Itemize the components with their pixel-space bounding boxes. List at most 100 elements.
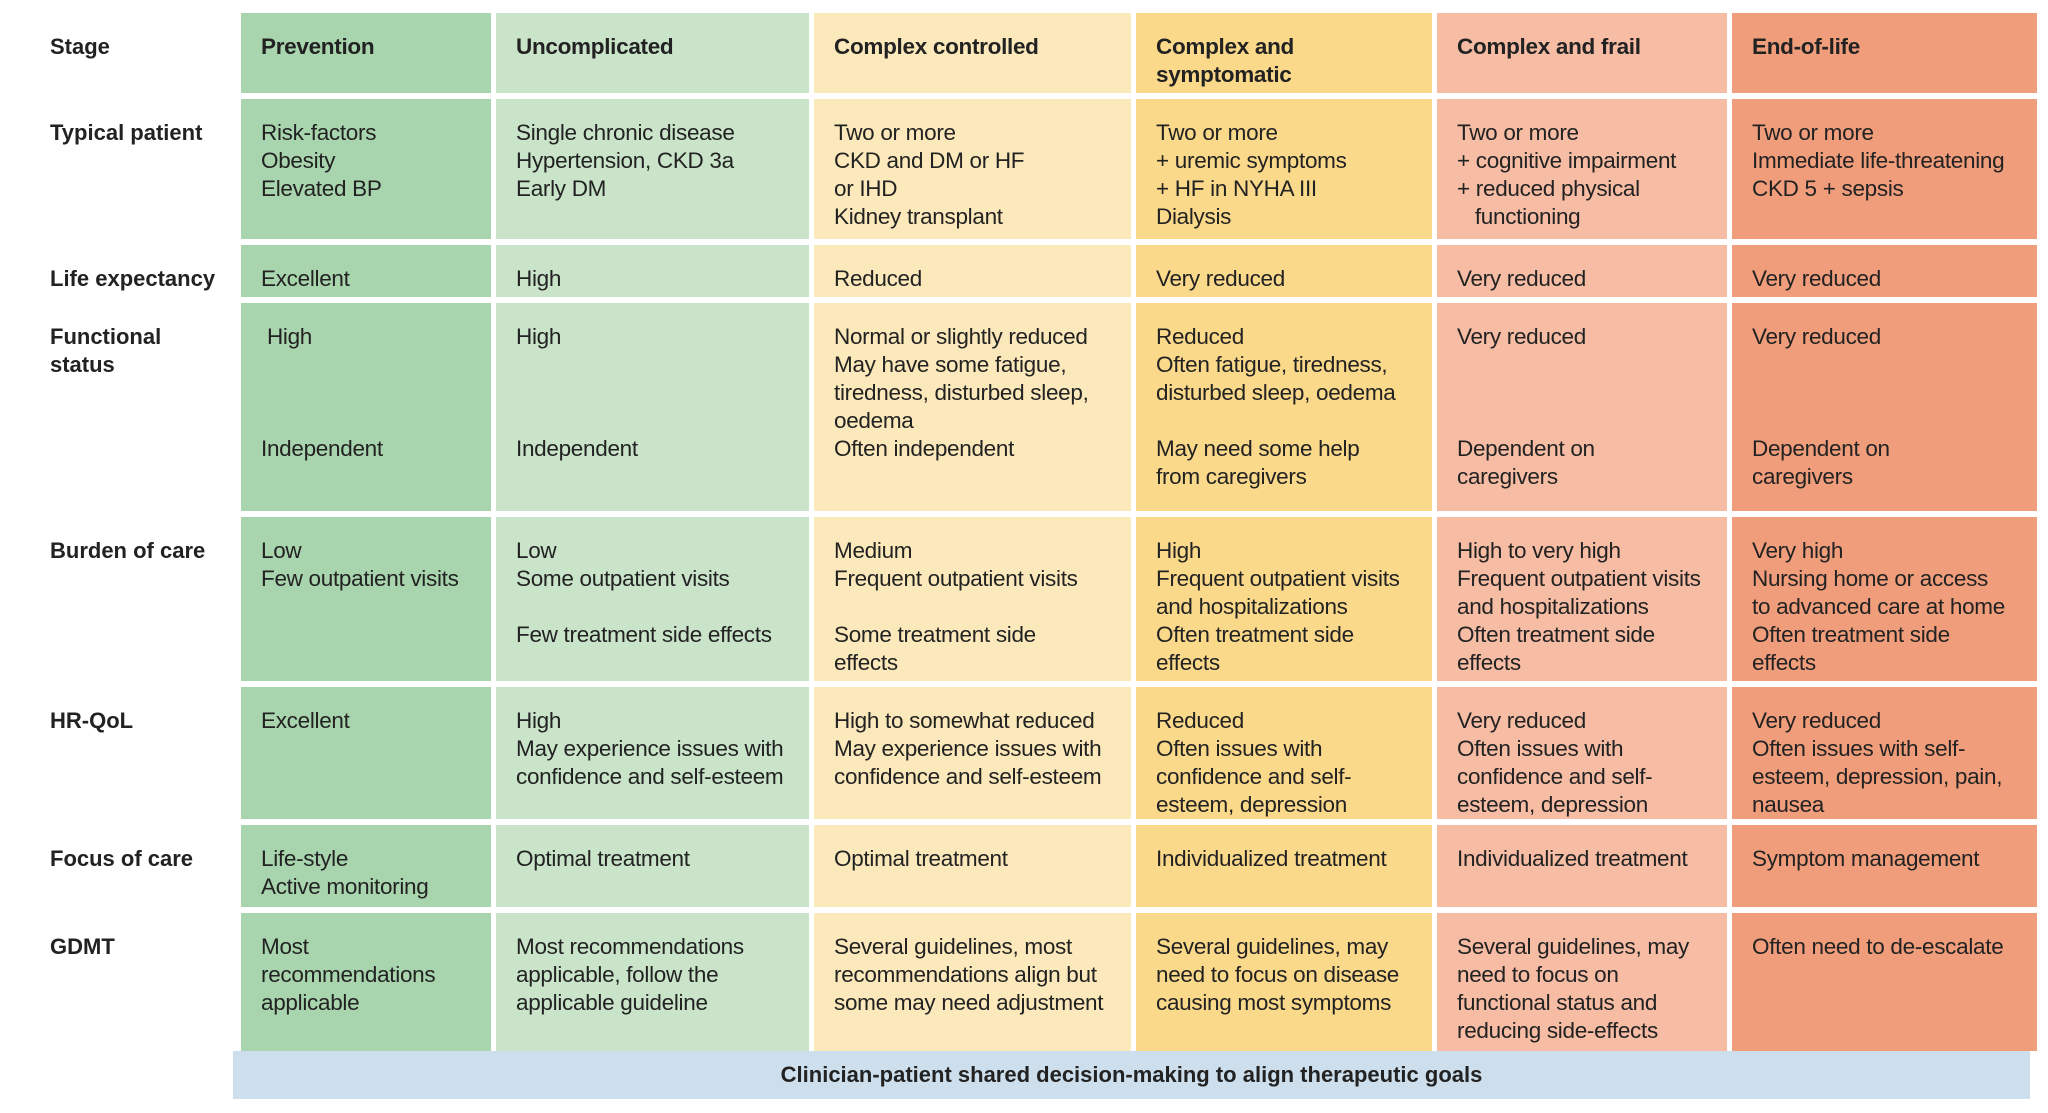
cell-line: Often treatment side <box>1156 622 1354 647</box>
cell-line: High to very high <box>1457 538 1621 563</box>
cell-line: applicable guideline <box>516 990 708 1015</box>
cell-line: confidence and self- <box>1156 764 1352 789</box>
cell-line: Early DM <box>516 176 607 201</box>
cell-line: disturbed sleep, oedema <box>1156 380 1396 405</box>
cell-line <box>1752 379 2023 407</box>
cell-line: confidence and self- <box>1457 764 1653 789</box>
cell-line: esteem, depression, pain, <box>1752 764 2003 789</box>
cell-line: + cognitive impairment <box>1457 148 1677 173</box>
cell-line: High <box>516 708 562 733</box>
cell-line: Often issues with self- <box>1752 736 1966 761</box>
cell-line <box>834 593 1117 621</box>
cell-line: Very high <box>1752 538 1844 563</box>
cell-line: Very reduced <box>1752 324 1881 349</box>
cell-line: and hospitalizations <box>1156 594 1348 619</box>
cell-line <box>1156 407 1418 435</box>
cell-line: Few treatment side effects <box>516 622 772 647</box>
cell-line <box>1457 351 1713 379</box>
cell-line: Dialysis <box>1156 204 1232 229</box>
table-cell: Very reduced <box>1732 245 2037 297</box>
cell-line: Very reduced <box>1457 324 1586 349</box>
cell-line: esteem, depression <box>1457 792 1648 817</box>
cell-line: Symptom management <box>1752 846 1980 871</box>
table-cell: Excellent <box>241 687 491 819</box>
stage-header: Prevention <box>241 13 491 93</box>
table-cell: Low Few outpatient visits <box>241 517 491 681</box>
cell-line: tiredness, disturbed sleep, <box>834 380 1089 405</box>
cell-line: May experience issues with <box>834 736 1102 761</box>
table-cell: Optimal treatment <box>496 825 809 907</box>
row-label: Typical patient <box>0 99 236 239</box>
cell-line: Low <box>261 538 302 563</box>
table-cell: Excellent <box>241 245 491 297</box>
cell-line: Some outpatient visits <box>516 566 730 591</box>
table-cell: Very reduced Often issues with self-estee… <box>1732 687 2037 819</box>
cell-line: Some treatment side <box>834 622 1036 647</box>
cell-line: Two or more <box>1457 120 1579 145</box>
table-cell: Reduced Often fatigue, tiredness, disturbe… <box>1136 303 1432 511</box>
cell-line: Two or more <box>834 120 956 145</box>
table-cell: Reduced Often issues with confidence and s… <box>1136 687 1432 819</box>
cell-line: esteem, depression <box>1156 792 1347 817</box>
table-cell: High Independent <box>241 303 491 511</box>
row-label: Burden of care <box>0 517 236 681</box>
cell-line: effects <box>1752 650 1816 675</box>
table-cell: Most recommendations applicable, follow t… <box>496 913 809 1051</box>
cell-line: confidence and self-esteem <box>834 764 1102 789</box>
table-cell: High May experience issues with confidence… <box>496 687 809 819</box>
cell-line: Independent <box>516 436 638 461</box>
cell-line: Dependent on <box>1457 436 1595 461</box>
cell-line: oedema <box>834 408 914 433</box>
cell-line: functional status and <box>1457 990 1658 1015</box>
table-cell: Life-style Active monitoring <box>241 825 491 907</box>
cell-line: + reduced physical <box>1457 176 1640 201</box>
table-cell: Several guidelines, may need to focus on f… <box>1437 913 1727 1051</box>
cell-line: Very reduced <box>1156 266 1285 291</box>
stage-header: End-of-life <box>1732 13 2037 93</box>
cell-line: High <box>1156 538 1202 563</box>
cell-line: recommendations align but <box>834 962 1097 987</box>
cell-line: applicable, follow the <box>516 962 719 987</box>
table-cell: Risk-factors Obesity Elevated BP <box>241 99 491 239</box>
cell-line: Several guidelines, may <box>1457 934 1689 959</box>
table-cell: Two or more Immediate life-threatening CKD… <box>1732 99 2037 239</box>
table-cell: Very reduced Dependent on caregivers <box>1732 303 2037 511</box>
cell-line: May have some fatigue, <box>834 352 1067 377</box>
cell-line: Frequent outpatient visits <box>834 566 1078 591</box>
stage-table: Stage Prevention Uncomplicated Complex cont… <box>0 13 2037 1051</box>
cell-line: effects <box>834 650 898 675</box>
cell-line: Most <box>261 934 309 959</box>
cell-line: Often independent <box>834 436 1015 461</box>
table-cell: High to somewhat reduced May experience i… <box>814 687 1131 819</box>
table-cell: Very high Nursing home or access to advanc… <box>1732 517 2037 681</box>
cell-line: CKD 5 + sepsis <box>1752 176 1904 201</box>
cell-line: Independent <box>261 436 383 461</box>
table-cell: Symptom management <box>1732 825 2037 907</box>
table-cell: Several guidelines, most recommendations … <box>814 913 1131 1051</box>
cell-line: Life-style <box>261 846 349 871</box>
table-cell: High Frequent outpatient visits and hospit… <box>1136 517 1432 681</box>
stage-header: Complex and symptomatic <box>1136 13 1432 93</box>
table-cell: Low Some outpatient visits Few treatment s… <box>496 517 809 681</box>
cell-line: Normal or slightly reduced <box>834 324 1088 349</box>
cell-line: Very reduced <box>1752 266 1881 291</box>
cell-line: Two or more <box>1752 120 1874 145</box>
cell-line: Frequent outpatient visits <box>1457 566 1701 591</box>
cell-line: Few outpatient visits <box>261 566 459 591</box>
stage-header: Complex controlled <box>814 13 1131 93</box>
table-cell: Very reduced <box>1136 245 1432 297</box>
cell-line: Several guidelines, may <box>1156 934 1388 959</box>
footer-banner: Clinician-patient shared decision-making… <box>233 1051 2030 1099</box>
cell-line: CKD and DM or HF <box>834 148 1025 173</box>
cell-line <box>516 379 795 407</box>
cell-line: need to focus on <box>1457 962 1619 987</box>
table-cell: Two or more + uremic symptoms + HF in NYHA… <box>1136 99 1432 239</box>
cell-line: Often treatment side <box>1752 622 1950 647</box>
cell-line: Several guidelines, most <box>834 934 1072 959</box>
cell-line <box>516 407 795 435</box>
cell-line: Often need to de-escalate <box>1752 934 2004 959</box>
cell-line: Individualized treatment <box>1156 846 1387 871</box>
cell-line: Often fatigue, tiredness, <box>1156 352 1388 377</box>
cell-line: need to focus on disease <box>1156 962 1399 987</box>
cell-line: Active monitoring <box>261 874 429 899</box>
